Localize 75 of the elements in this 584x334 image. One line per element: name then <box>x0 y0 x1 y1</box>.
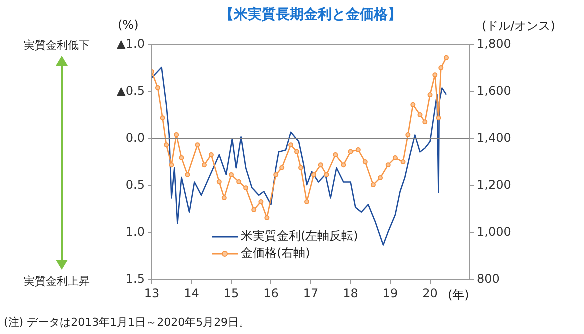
point <box>422 120 428 125</box>
point <box>264 215 270 220</box>
point <box>304 199 310 204</box>
point <box>228 172 234 178</box>
point <box>400 160 406 165</box>
point <box>444 55 449 60</box>
point <box>406 132 411 138</box>
point <box>410 102 416 108</box>
point <box>318 162 324 168</box>
y-tick-label: 1.5 <box>126 272 145 286</box>
point <box>432 72 438 78</box>
y2-axis-title: (ドル/オンス) <box>482 18 556 35</box>
point <box>438 66 444 71</box>
y2-tick-label: 1,200 <box>477 178 512 192</box>
point <box>418 112 423 118</box>
point <box>436 116 442 121</box>
point <box>195 142 200 148</box>
point <box>174 132 180 138</box>
text: 実質金利低下 <box>24 38 90 53</box>
point <box>179 156 184 161</box>
point <box>236 180 242 185</box>
y2-tick-label: 1,000 <box>477 225 512 240</box>
point <box>298 165 304 170</box>
x-tick-label: 16 <box>264 286 279 300</box>
y-tick-label: 0.5 <box>126 178 145 192</box>
point <box>370 182 376 188</box>
point <box>294 149 300 154</box>
point <box>356 148 361 153</box>
x-axis-title: (年) <box>448 287 470 304</box>
point <box>341 162 346 168</box>
x-tick-label: 15 <box>224 286 240 300</box>
point <box>378 176 384 181</box>
x-tick-label: 18 <box>343 286 358 300</box>
x-tick-label: 17 <box>303 286 319 300</box>
x-tick-label: 20 <box>422 286 438 300</box>
point <box>185 172 190 178</box>
x-tick-label: 14 <box>184 286 200 300</box>
point <box>222 195 227 200</box>
point <box>362 160 368 165</box>
point <box>386 162 391 168</box>
point <box>160 116 166 121</box>
y-tick-label: 1.0 <box>126 225 145 240</box>
point <box>164 142 170 148</box>
point <box>169 162 174 168</box>
point <box>280 165 285 170</box>
point <box>155 86 160 91</box>
point <box>348 149 354 154</box>
y-tick-label: ▲0.5 <box>116 84 145 98</box>
x-tick-label: 13 <box>144 286 160 300</box>
y-axis-title: (%) <box>118 18 139 32</box>
point <box>274 172 279 178</box>
y-tick-label: ▲1.0 <box>116 37 145 52</box>
point <box>202 162 207 168</box>
point <box>333 152 338 158</box>
y2-tick-label: 1,800 <box>477 37 512 52</box>
point <box>244 186 249 191</box>
point <box>311 172 316 178</box>
chart-title: 【米実質長期金利と金価格】 <box>220 7 402 23</box>
y2-tick-label: 1,600 <box>477 84 512 98</box>
legend-label: 金価格(右軸) <box>241 245 310 262</box>
point <box>324 172 330 178</box>
text: (注) データは2013年1月1日～2020年5月29日。 <box>4 315 250 330</box>
legend-label: 米実質金利(左軸反転) <box>241 228 358 245</box>
point <box>428 92 433 98</box>
point <box>216 180 222 185</box>
point <box>252 207 257 212</box>
point <box>258 199 264 204</box>
y-tick-label: 0.0 <box>126 131 145 146</box>
text: 実質金利上昇 <box>24 274 90 289</box>
y2-tick-label: 800 <box>477 272 500 286</box>
point <box>392 156 398 161</box>
point <box>288 142 294 148</box>
x-tick-label: 19 <box>382 286 398 300</box>
y2-tick-label: 1,400 <box>477 131 512 146</box>
point <box>208 152 214 158</box>
